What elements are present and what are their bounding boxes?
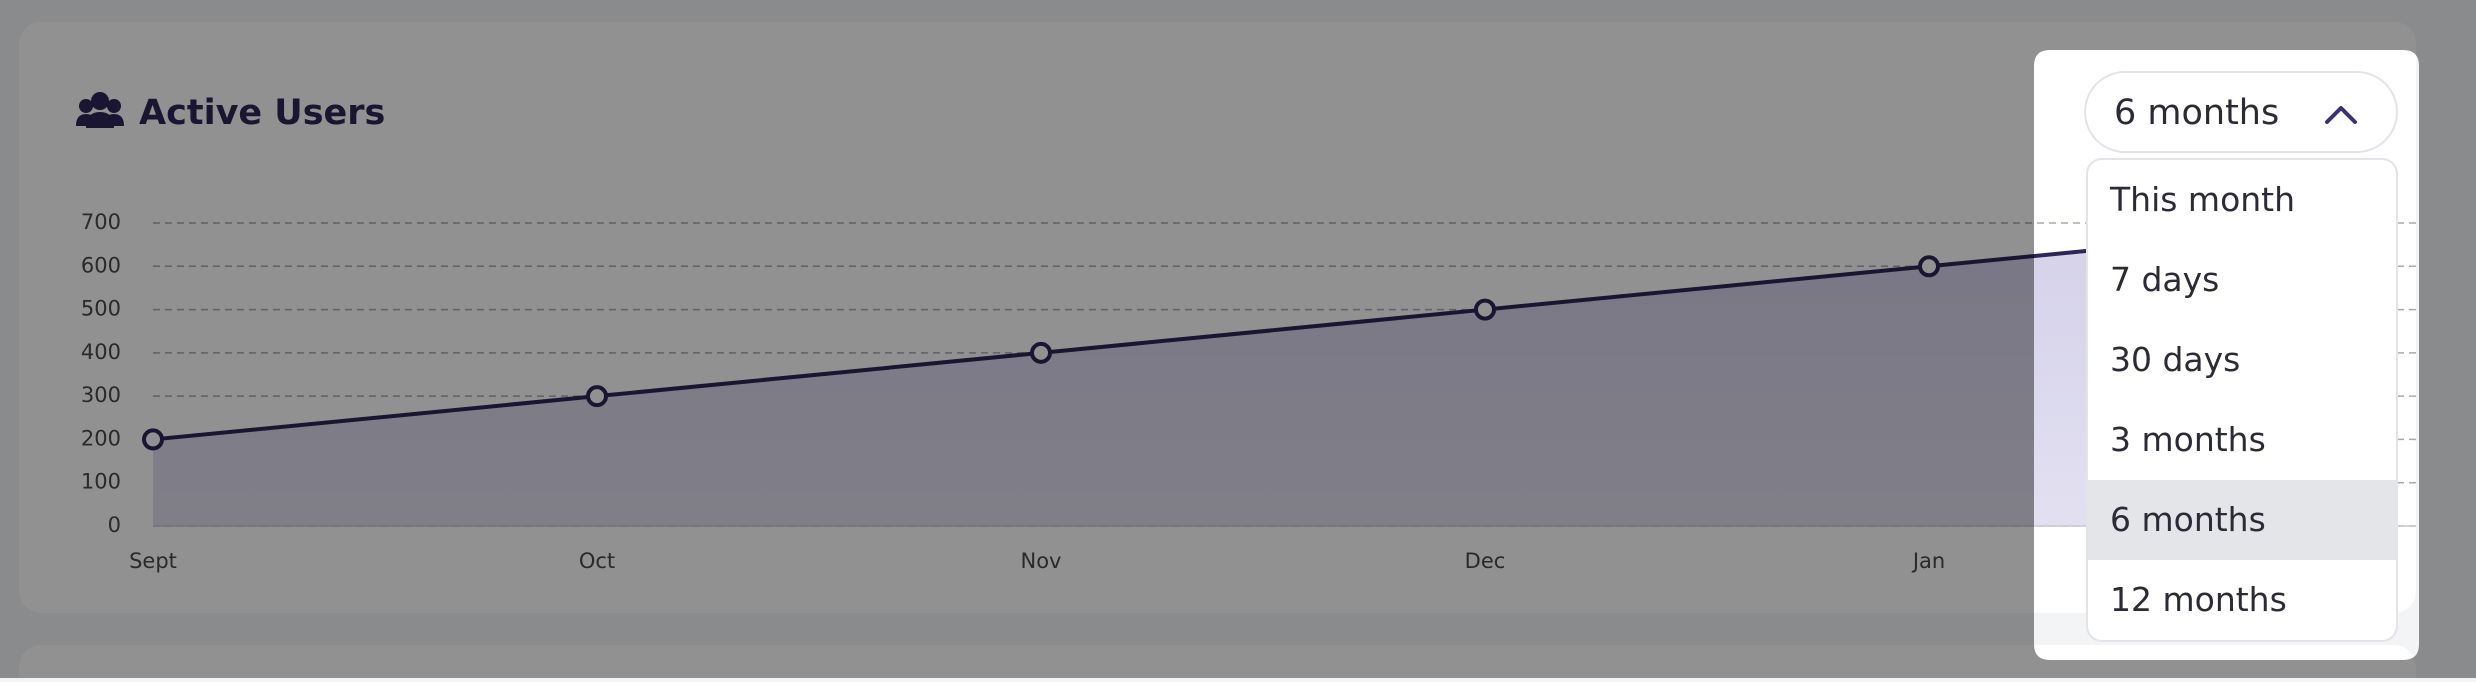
x-tick-label: Oct	[579, 549, 615, 573]
y-tick-label: 100	[81, 470, 121, 494]
users-icon	[76, 92, 124, 128]
y-tick-label: 600	[81, 253, 121, 277]
point	[1030, 341, 1052, 364]
y-tick-label: 300	[81, 383, 121, 407]
y-tick-label: 500	[81, 297, 121, 321]
x-tick-label: Nov	[1021, 549, 1062, 573]
area	[153, 223, 2373, 526]
chevron-up	[2325, 106, 2357, 124]
line	[152, 221, 2374, 442]
dropdown-option[interactable]: 3 months	[2110, 420, 2266, 459]
dropdown-option[interactable]: This month	[2110, 180, 2296, 219]
dropdown-option[interactable]: 12 months	[2110, 580, 2287, 619]
y-tick-label: 400	[81, 340, 121, 364]
point	[586, 385, 608, 408]
x-tick-label: Jan	[1911, 549, 1945, 573]
card	[19, 645, 2416, 682]
x-tick-label: Sept	[129, 549, 177, 573]
dropdown-option[interactable]: 7 days	[2110, 260, 2220, 299]
y-tick-label: 200	[81, 426, 121, 450]
y-tick-label: 0	[108, 513, 121, 537]
card-title: Active Users	[139, 93, 385, 133]
dropdown-option[interactable]: 6 months	[2088, 480, 2396, 560]
point	[1918, 255, 1940, 278]
y-tick-label: 700	[81, 210, 121, 234]
point	[1474, 298, 1496, 321]
dropdown-list: This month 7 days 30 days 3 months 6 months 1…	[2086, 158, 2398, 642]
dropdown-selected: 6 months	[2114, 93, 2280, 133]
dropdown-option[interactable]: 30 days	[2110, 340, 2241, 379]
x-tick-label: Dec	[1465, 549, 1506, 573]
dropdown-button[interactable]: 6 months	[2084, 71, 2398, 153]
point	[142, 428, 164, 451]
